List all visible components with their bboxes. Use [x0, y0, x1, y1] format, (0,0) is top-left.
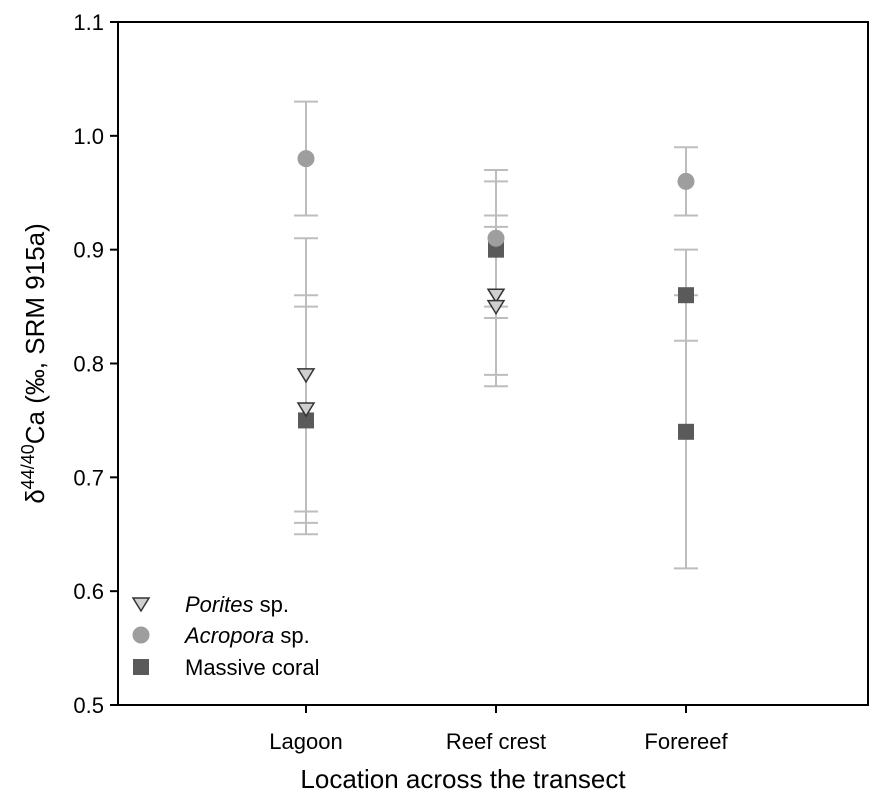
data-point-circle: [297, 150, 315, 168]
x-tick-label: Lagoon: [269, 729, 342, 754]
legend-label: Acropora sp.: [183, 623, 310, 648]
x-tick-label: Forereef: [644, 729, 728, 754]
data-point-triangle-down: [486, 299, 506, 316]
y-tick-label: 0.9: [73, 238, 104, 263]
y-tick-label: 1.1: [73, 10, 104, 35]
legend-marker-circle: [132, 626, 150, 644]
legend-label-italic: Acropora: [183, 623, 274, 648]
data-point-square: [678, 423, 694, 440]
legend-marker-triangle-down: [131, 597, 151, 613]
legend-label: Porites sp.: [185, 592, 289, 617]
x-axis-ticks: Lagoon Reef crest Forereef: [269, 705, 728, 754]
data-point-triangle-down: [296, 402, 316, 418]
y-axis-ticks: 0.5 0.6 0.7 0.8 0.9 1.0 1.1: [73, 10, 118, 718]
legend-marker-square: [133, 659, 149, 675]
y-tick-label: 0.8: [73, 352, 104, 377]
data-point-circle: [677, 172, 695, 190]
y-tick-label: 0.5: [73, 693, 104, 718]
markers-layer: [296, 150, 695, 440]
legend-label: Massive coral: [185, 655, 319, 680]
y-axis-title-superscript: 44/40: [18, 444, 38, 489]
error-bars-layer: [294, 100, 698, 570]
data-point-circle: [487, 229, 505, 247]
y-axis-title-prefix: δ: [20, 489, 50, 503]
x-tick-label: Reef crest: [446, 729, 546, 754]
y-tick-label: 0.7: [73, 465, 104, 490]
legend: Porites sp.Acropora sp.Massive coral: [131, 592, 319, 680]
data-point-triangle-down: [296, 368, 316, 384]
data-point-square: [678, 287, 694, 304]
legend-label-rest: Massive coral: [185, 655, 319, 680]
legend-label-rest: sp.: [274, 623, 309, 648]
y-tick-label: 1.0: [73, 124, 104, 149]
y-axis-title-suffix: Ca (‰, SRM 915a): [20, 223, 50, 444]
y-tick-label: 0.6: [73, 579, 104, 604]
x-axis-title: Location across the transect: [300, 764, 626, 794]
legend-label-rest: sp.: [253, 592, 288, 617]
legend-label-italic: Porites: [185, 592, 253, 617]
y-axis-title: δ44/40Ca (‰, SRM 915a): [18, 223, 50, 504]
data-point-triangle-down: [486, 288, 506, 304]
